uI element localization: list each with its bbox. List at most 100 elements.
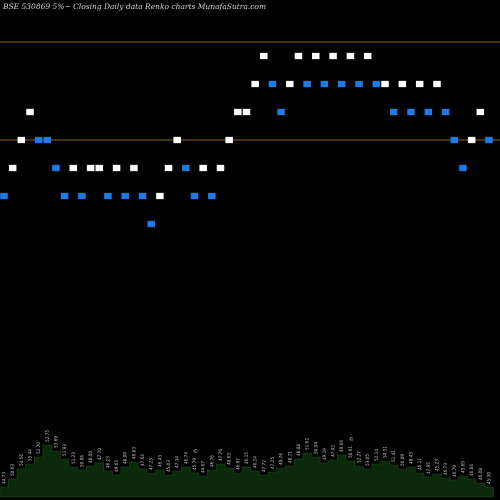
renko-brick-up (225, 136, 233, 144)
renko-brick-up (95, 164, 104, 172)
volume-label: 45.30 (486, 472, 491, 484)
volume-label: 45.79 (192, 458, 197, 470)
volume-label: 46.43 (157, 455, 162, 467)
renko-brick-up (26, 108, 34, 116)
renko-brick-up (112, 164, 121, 172)
renko-brick-up (69, 164, 78, 172)
renko-brick-down (104, 192, 112, 200)
volume-label: 46.67 (235, 458, 240, 470)
volume-label: 47.25 (270, 457, 275, 469)
volume-label: 52.14 (374, 449, 379, 461)
volume-area (0, 444, 494, 498)
volume-label: 50.63 (10, 464, 15, 476)
volume-label: 45.23 (435, 459, 440, 471)
volume-label: 48.45 (409, 452, 414, 464)
renko-brick-down (424, 108, 433, 116)
renko-brick-down (407, 108, 415, 116)
volume-label: 49.19 (322, 448, 327, 460)
volume-label: 45.69 (460, 461, 465, 473)
volume-label: 50.04 (313, 442, 318, 454)
renko-brick-up (173, 136, 181, 144)
volume-label: 46.76 (209, 455, 214, 467)
volume-label: 46.23 (105, 456, 110, 468)
volume-label: 50.06 (79, 455, 84, 467)
renko-brick-down (268, 80, 277, 88)
renko-brick-up (476, 108, 485, 116)
volume-label: 50.09 (400, 454, 405, 466)
renko-brick-down (372, 80, 381, 88)
volume-label: 48.00 (123, 452, 128, 464)
renko-brick-up (329, 52, 337, 60)
volume-label: 46.15 (244, 452, 249, 464)
renko-brick-up (130, 164, 138, 172)
volume-label: 46.79 (452, 465, 457, 477)
volume-label: 46.08 (478, 468, 483, 480)
volume-label: 46.04 (469, 464, 474, 476)
volume-label: 48.71 (287, 451, 292, 463)
volume-label: 47.95 (426, 462, 431, 474)
volume-label: 50.61 (348, 446, 353, 458)
renko-brick-up (312, 52, 320, 60)
volume-label: 47.42 (331, 445, 336, 457)
volume-label: 50.51 (383, 446, 388, 458)
renko-brick-up (433, 80, 441, 88)
volume-label: 51.41 (391, 450, 396, 462)
chart-title: BSE 530869 5%~ Closing Daily data Renko … (3, 2, 267, 11)
renko-brick-down (182, 164, 190, 172)
renko-brick-up (8, 164, 17, 172)
renko-brick-down (337, 80, 346, 88)
volume-label: 49.66 (339, 440, 344, 452)
renko-brick-down (303, 80, 311, 88)
volume-label: 48.08 (296, 444, 301, 456)
renko-brick-down (138, 192, 147, 200)
renko-brick-up (381, 80, 389, 88)
volume-label: 55.44 (27, 449, 32, 461)
volume-label: 44.73 (2, 472, 7, 484)
volume-label: 46.73 (443, 463, 448, 475)
renko-brick-up (216, 164, 225, 172)
volume-label: 53.05 (365, 454, 370, 466)
renko-brick-down (60, 192, 69, 200)
renko-brick-down (78, 192, 86, 200)
volume-label: 52.70 (36, 442, 41, 454)
renko-brick-up (286, 80, 294, 88)
volume-label: 46.24 (253, 456, 258, 468)
renko-brick-up (199, 164, 207, 172)
renko-brick-up (346, 52, 355, 60)
renko-brick-down (0, 192, 8, 200)
renko-brick-down (43, 136, 52, 144)
volume-label: 47.64 (140, 454, 145, 466)
renko-brick-down (121, 192, 129, 200)
volume-label: 47.76 (218, 449, 223, 461)
renko-brick-up (260, 52, 268, 60)
renko-brick-down (52, 164, 60, 172)
volume-label: 47.25 (149, 458, 154, 470)
renko-brick-up (294, 52, 303, 60)
volume-label: 45.03 (166, 460, 171, 472)
renko-brick-down (147, 220, 155, 228)
volume-marker: © (349, 436, 354, 443)
volume-label: 48.63 (227, 453, 232, 465)
renko-brick-up (17, 136, 26, 144)
renko-brick-down (208, 192, 216, 200)
renko-brick-up (415, 80, 424, 88)
volume-label: 49.76 (279, 453, 284, 465)
volume-label: 46.11 (417, 458, 422, 470)
renko-brick-down (355, 80, 363, 88)
renko-brick-down (277, 108, 285, 116)
renko-bricks (0, 52, 493, 228)
renko-brick-up (156, 192, 164, 200)
volume-label: 46.74 (183, 452, 188, 464)
renko-brick-down (34, 136, 43, 144)
volume-label: 51.62 (305, 438, 310, 450)
volume-label: 47.70 (97, 448, 102, 460)
renko-brick-down (485, 136, 493, 144)
renko-brick-down (190, 192, 199, 200)
renko-brick-down (320, 80, 329, 88)
volume-label: 52.75 (45, 430, 50, 442)
renko-brick-up (234, 108, 242, 116)
volume-label: 47.34 (175, 456, 180, 468)
volume-label: 49.65 (114, 460, 119, 472)
